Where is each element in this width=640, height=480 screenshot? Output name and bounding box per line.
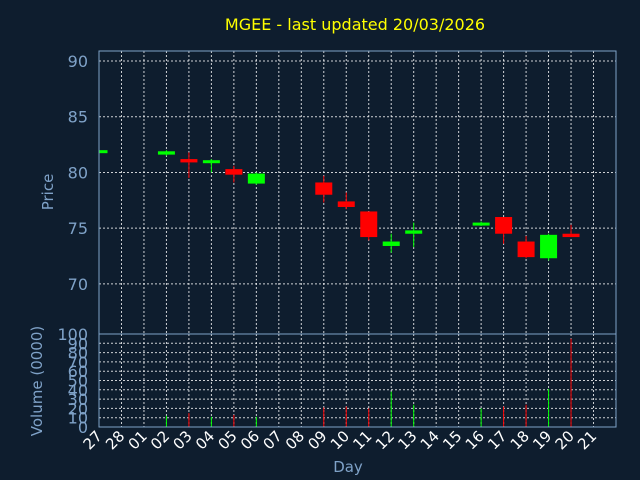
- candle-body: [405, 230, 423, 234]
- volume-tick-label: 80: [68, 344, 88, 363]
- candle-body: [337, 201, 355, 207]
- volume-plot-frame: [98, 333, 617, 428]
- x-ticks: 2728010203040506070809101112131415161718…: [80, 427, 601, 453]
- price-tick-label: 70: [68, 275, 88, 294]
- volume-tick-label: 60: [68, 362, 88, 381]
- volume-tick-label: 40: [68, 381, 88, 400]
- volume-tick-label: 90: [68, 334, 88, 353]
- price-ticks: 70 75 80 85 90: [68, 52, 88, 294]
- candle-body: [202, 160, 220, 164]
- volume-marks: [165, 338, 572, 427]
- candle-body: [382, 241, 400, 246]
- candle-body: [517, 241, 535, 258]
- candle-body: [495, 217, 513, 234]
- volume-tick-label: 100: [57, 325, 88, 344]
- candle-body: [157, 151, 175, 155]
- candle-body: [315, 182, 333, 195]
- candle-body: [180, 159, 198, 163]
- price-axis-label: Price: [39, 174, 57, 211]
- volume-tick-label: 0: [78, 418, 88, 437]
- volume-tick-label: 30: [68, 390, 88, 409]
- price-tick-label: 80: [68, 163, 88, 182]
- candle-body: [225, 169, 243, 175]
- volume-axis-label: Volume (0000): [28, 326, 46, 436]
- price-tick-label: 90: [68, 52, 88, 71]
- price-tick-label: 75: [68, 219, 88, 238]
- candle-body: [99, 150, 108, 154]
- candle-body: [472, 222, 490, 226]
- candle-body: [540, 234, 558, 259]
- price-tick-label: 85: [68, 108, 88, 127]
- candle-body: [360, 211, 378, 238]
- x-axis-label: Day: [333, 458, 363, 476]
- volume-tick-label: 10: [68, 409, 88, 428]
- chart-title: MGEE - last updated 20/03/2026: [225, 15, 485, 34]
- volume-tick-label: 20: [68, 399, 88, 418]
- candle-body: [562, 233, 580, 238]
- price-marks: [98, 150, 580, 261]
- volume-tick-label: 70: [68, 353, 88, 372]
- volume-tick-label: 50: [68, 372, 88, 391]
- candle-body: [247, 173, 265, 184]
